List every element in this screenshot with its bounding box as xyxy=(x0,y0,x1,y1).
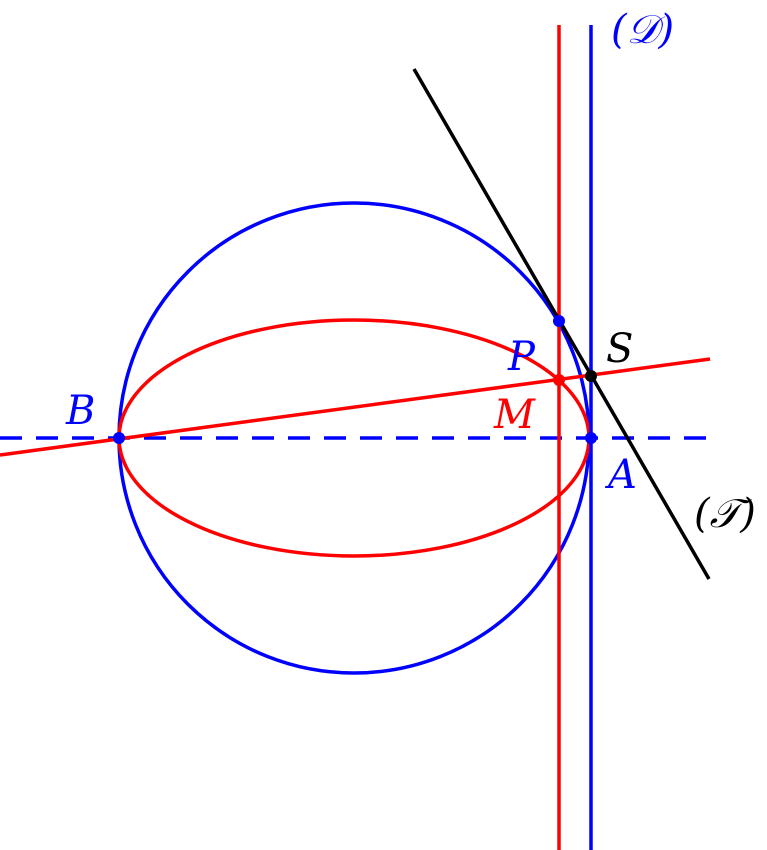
point-B xyxy=(113,432,125,444)
label-S: S xyxy=(606,326,633,372)
label-D: (𝒟) xyxy=(611,7,674,53)
label-T: (𝒯) xyxy=(694,491,756,537)
point-P xyxy=(553,315,565,327)
point-M xyxy=(553,374,565,386)
line-BM xyxy=(0,357,711,457)
label-P: P xyxy=(507,334,536,380)
label-A: A xyxy=(604,452,637,498)
point-A xyxy=(585,432,597,444)
point-S xyxy=(585,370,597,382)
label-M: M xyxy=(493,392,536,438)
label-B: B xyxy=(65,388,95,434)
